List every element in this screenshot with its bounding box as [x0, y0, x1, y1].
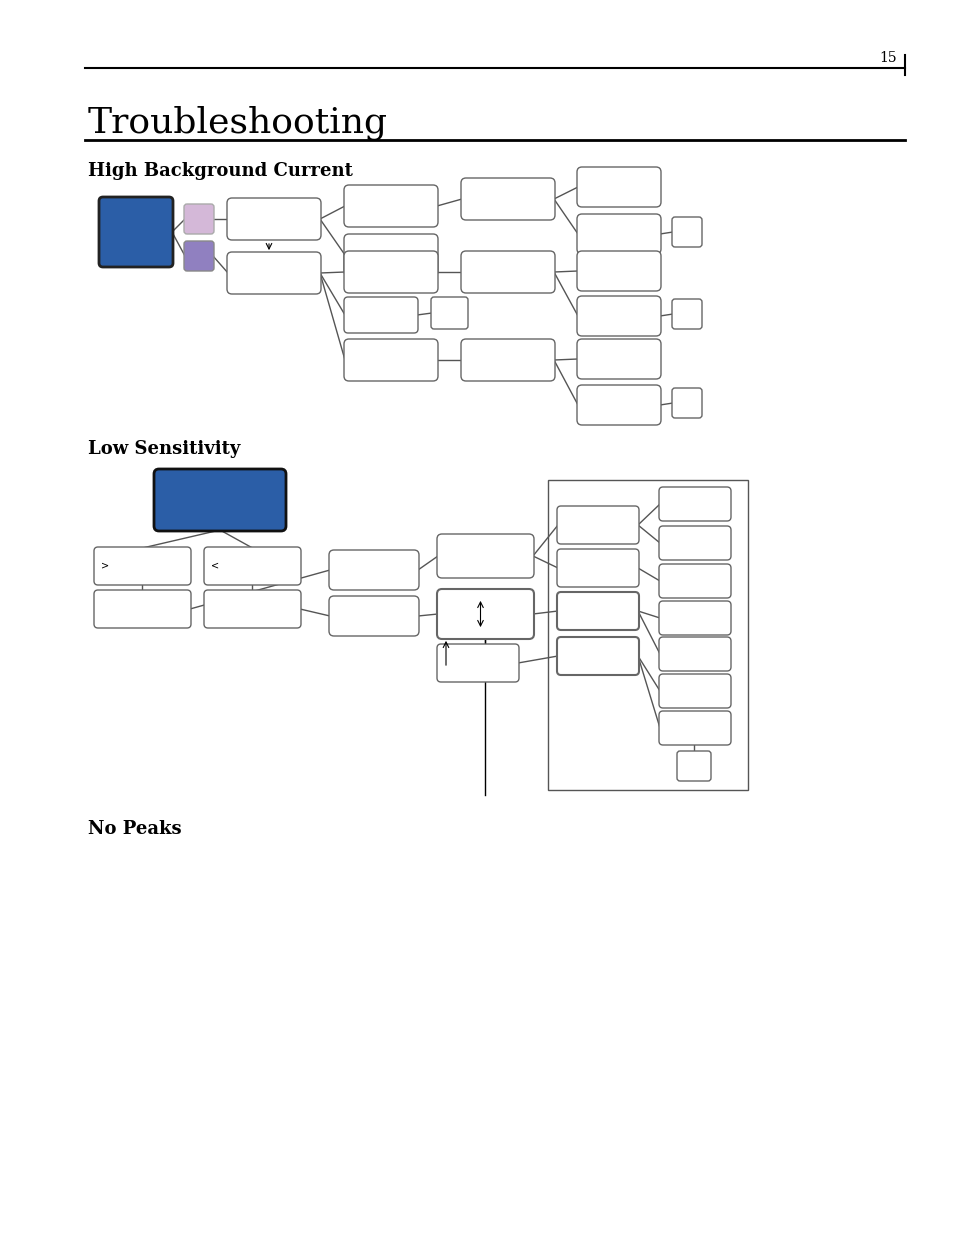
FancyBboxPatch shape [460, 251, 555, 293]
FancyBboxPatch shape [659, 711, 730, 745]
Bar [547, 480, 747, 790]
FancyBboxPatch shape [204, 590, 301, 629]
FancyBboxPatch shape [431, 296, 468, 329]
Text: <: < [211, 561, 219, 571]
Text: High Background Current: High Background Current [88, 162, 353, 180]
FancyBboxPatch shape [659, 564, 730, 598]
FancyBboxPatch shape [344, 296, 417, 333]
FancyBboxPatch shape [436, 589, 534, 638]
Text: Troubleshooting: Troubleshooting [88, 105, 388, 140]
FancyBboxPatch shape [344, 185, 437, 227]
FancyBboxPatch shape [557, 550, 639, 587]
FancyBboxPatch shape [94, 547, 191, 585]
FancyBboxPatch shape [94, 590, 191, 629]
FancyBboxPatch shape [577, 167, 660, 207]
FancyBboxPatch shape [153, 469, 286, 531]
FancyBboxPatch shape [184, 241, 213, 270]
FancyBboxPatch shape [436, 643, 518, 682]
FancyBboxPatch shape [577, 296, 660, 336]
FancyBboxPatch shape [659, 526, 730, 559]
FancyBboxPatch shape [227, 252, 320, 294]
FancyBboxPatch shape [557, 506, 639, 543]
Text: >: > [101, 561, 109, 571]
FancyBboxPatch shape [204, 547, 301, 585]
FancyBboxPatch shape [329, 597, 418, 636]
FancyBboxPatch shape [227, 198, 320, 240]
FancyBboxPatch shape [99, 198, 172, 267]
Text: 15: 15 [879, 51, 896, 65]
FancyBboxPatch shape [577, 251, 660, 291]
FancyBboxPatch shape [659, 487, 730, 521]
FancyBboxPatch shape [344, 251, 437, 293]
FancyBboxPatch shape [436, 534, 534, 578]
FancyBboxPatch shape [184, 204, 213, 233]
FancyBboxPatch shape [677, 751, 710, 781]
FancyBboxPatch shape [460, 338, 555, 382]
FancyBboxPatch shape [329, 550, 418, 590]
FancyBboxPatch shape [557, 637, 639, 676]
FancyBboxPatch shape [344, 338, 437, 382]
Text: No Peaks: No Peaks [88, 820, 181, 839]
FancyBboxPatch shape [557, 592, 639, 630]
FancyBboxPatch shape [577, 385, 660, 425]
FancyBboxPatch shape [671, 217, 701, 247]
FancyBboxPatch shape [344, 233, 437, 275]
FancyBboxPatch shape [671, 299, 701, 329]
FancyBboxPatch shape [460, 178, 555, 220]
FancyBboxPatch shape [671, 388, 701, 417]
FancyBboxPatch shape [659, 601, 730, 635]
FancyBboxPatch shape [577, 214, 660, 254]
Text: Low Sensitivity: Low Sensitivity [88, 440, 240, 458]
FancyBboxPatch shape [659, 637, 730, 671]
FancyBboxPatch shape [577, 338, 660, 379]
FancyBboxPatch shape [659, 674, 730, 708]
